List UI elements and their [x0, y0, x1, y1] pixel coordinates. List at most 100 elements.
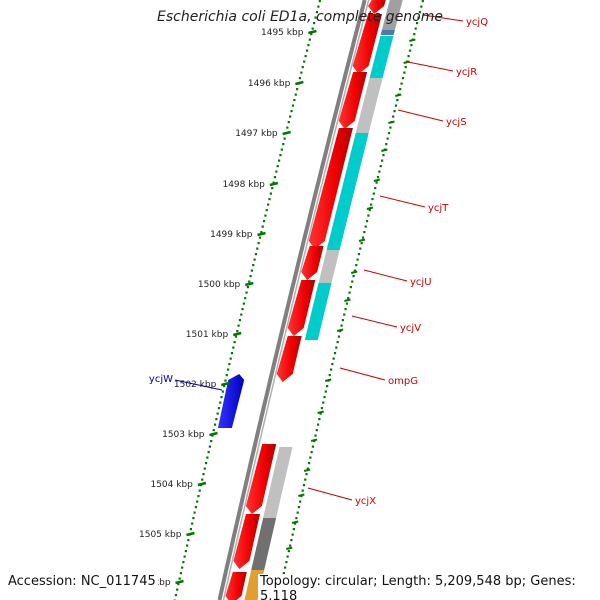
outer-tick-ring [276, 0, 424, 600]
outer-tick-dot [348, 291, 351, 294]
tick-dot [191, 522, 194, 525]
tick-dot [271, 187, 274, 190]
outer-tick-dot [376, 176, 380, 179]
tick-dot [229, 357, 232, 360]
outer-tick-dot [363, 231, 366, 234]
similarity-segment [318, 250, 340, 283]
tick-dot [202, 473, 205, 476]
tick-label: 1499 kbp [210, 230, 253, 240]
outer-tick-dot [396, 99, 399, 102]
outer-tick-dot [345, 302, 348, 305]
similarity-segment [304, 283, 332, 340]
gene-label: ycjW [149, 374, 173, 385]
outer-tick-mark [409, 38, 416, 42]
tick-dot [242, 302, 245, 305]
cds-track [217, 0, 386, 600]
outer-tick-dot [331, 363, 334, 366]
outer-tick-dot [295, 517, 298, 520]
outer-tick-dot [420, 5, 423, 8]
tick-dot [280, 148, 283, 151]
tick-dot [305, 49, 309, 52]
tick-dot [215, 418, 218, 421]
outer-tick-mark [291, 520, 299, 524]
label-layer: 1495 kbp 1496 kbp 1497 kbp 1498 kbp 1499 kbp… [139, 14, 488, 588]
cds-arrow [225, 572, 247, 600]
outer-tick-dot [349, 286, 352, 289]
outer-tick-dot [287, 550, 290, 553]
tick-mark [197, 481, 207, 487]
gene-leader-line [339, 367, 386, 381]
tick-mark [220, 381, 230, 387]
similarity-track [244, 0, 403, 600]
tick-label: 1503 kbp [162, 430, 205, 440]
outer-tick-dot [378, 170, 381, 173]
tick-label: 1496 kbp [248, 79, 291, 89]
gene-label: ycjT [428, 203, 449, 214]
tick-dot [291, 104, 295, 107]
gene-leader-line [307, 487, 353, 501]
tick-label: 1497 kbp [235, 129, 278, 139]
outer-tick-mark [336, 328, 344, 332]
outer-tick-dot [326, 385, 329, 388]
tick-dot [206, 456, 209, 459]
cds-arrow [287, 280, 316, 336]
tick-mark [295, 80, 304, 86]
tick-dot [217, 407, 221, 410]
outer-tick-dot [329, 368, 333, 371]
outer-tick-dot [318, 418, 321, 421]
gene-label: ycjR [456, 67, 477, 78]
outer-tick-dot [311, 445, 315, 448]
outer-tick-dot [285, 561, 288, 564]
tick-dot [253, 258, 256, 261]
gene-label: ycjX [355, 496, 376, 507]
tick-dot [308, 38, 311, 41]
outer-tick-dot [372, 192, 375, 195]
tick-dot [317, 5, 320, 8]
tick-dot [207, 451, 210, 454]
tick-dot [224, 379, 227, 382]
tick-mark [175, 579, 184, 585]
tick-mark [186, 531, 195, 537]
outer-tick-dot [410, 44, 413, 47]
genome-backbone [217, 0, 370, 600]
cds-arrow [276, 336, 302, 382]
tick-dot [290, 110, 293, 113]
tick-dot [212, 429, 215, 432]
outer-tick-mark [395, 93, 402, 97]
outer-tick-dot [387, 132, 391, 135]
outer-tick-dot [359, 247, 362, 250]
tick-dot [219, 401, 222, 404]
tick-label: 1498 kbp [222, 180, 265, 190]
tick-dot [300, 71, 303, 74]
outer-tick-dot [310, 451, 313, 454]
tick-dot [181, 566, 184, 569]
outer-tick-dot [305, 473, 308, 476]
outer-tick-dot [294, 522, 297, 525]
tick-dot [193, 511, 196, 514]
cds-arrow [368, 0, 386, 14]
gene-leader-line [407, 61, 454, 72]
tick-dot [248, 280, 251, 283]
cds-arrow [308, 128, 353, 249]
tick-dot [279, 154, 282, 157]
tick-dot [268, 198, 271, 201]
outer-tick-mark [310, 438, 318, 442]
tick-dot [303, 60, 306, 63]
tick-dot [216, 412, 219, 415]
outer-tick-dot [356, 258, 359, 261]
tick-dot [183, 555, 186, 558]
outer-tick-dot [340, 324, 343, 327]
outer-tick-dot [400, 82, 403, 85]
tick-dot [252, 264, 255, 267]
outer-tick-dot [403, 71, 406, 74]
outer-tick-dot [365, 220, 369, 223]
outer-tick-dot [304, 478, 307, 481]
outer-tick-mark [317, 410, 324, 414]
tick-dot [233, 341, 236, 344]
gene-leader-line [351, 315, 398, 328]
outer-tick-dot [335, 346, 338, 349]
tick-mark [282, 130, 291, 136]
cds-arrow-reverse [217, 374, 245, 428]
outer-tick-dot [421, 0, 424, 3]
tick-dot [182, 561, 185, 564]
